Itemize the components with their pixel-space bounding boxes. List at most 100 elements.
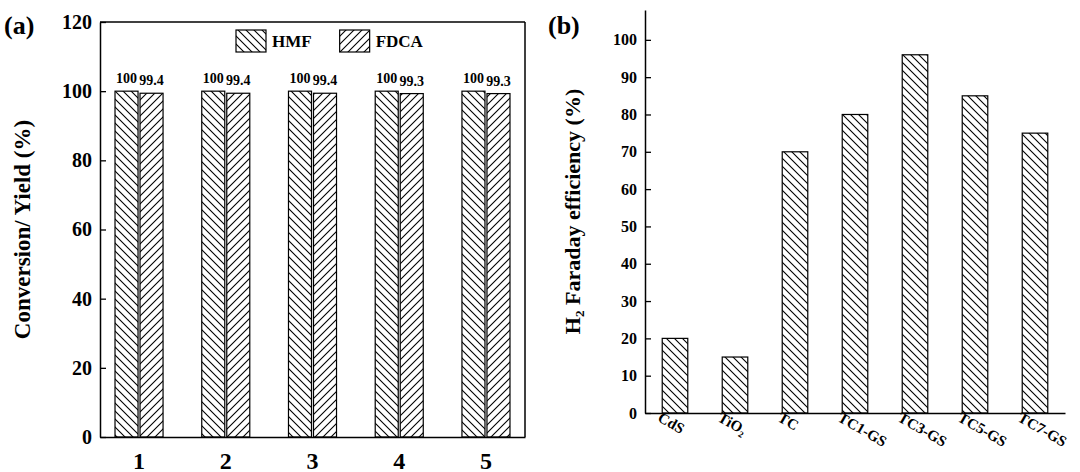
- data-label: 100: [376, 71, 397, 86]
- panel-label: (b): [548, 11, 580, 40]
- tick-mark: [100, 160, 106, 161]
- tick-mark: [100, 91, 106, 92]
- tick-label: 60: [621, 181, 637, 198]
- frame: [100, 21, 525, 23]
- tick: TC: [775, 409, 801, 433]
- axis-line: [646, 413, 1066, 415]
- legend-label: FDCA: [376, 32, 424, 51]
- bar: [782, 152, 808, 413]
- axis-title: H₂ Faraday efficiency (%): [560, 89, 585, 334]
- tick-label: TC3-GS: [895, 409, 949, 450]
- data-label: 100: [116, 71, 137, 86]
- bar: [1022, 133, 1048, 413]
- legend: HMF FDCA: [236, 30, 424, 52]
- tick: 60: [621, 181, 651, 198]
- tick-label: 10: [621, 367, 637, 384]
- tick-label: 80: [72, 149, 92, 171]
- tick-mark: [645, 152, 651, 153]
- tick-label: 20: [72, 357, 92, 379]
- bar: [662, 338, 688, 413]
- tick: 5: [480, 437, 492, 472]
- tick: 4: [393, 437, 405, 472]
- bar: [962, 96, 988, 413]
- tick-label: 70: [621, 143, 637, 160]
- data-label: 99.4: [313, 73, 338, 88]
- tick: TC7-GS: [1015, 409, 1069, 450]
- tick-mark: [645, 40, 651, 41]
- tick: 20: [621, 330, 651, 347]
- tick-label: TC: [775, 409, 801, 433]
- bar: [902, 55, 928, 413]
- tick-label: 20: [621, 330, 637, 347]
- tick-label: 3: [307, 448, 319, 472]
- tick: TC1-GS: [835, 409, 889, 450]
- tick: 40: [621, 255, 651, 272]
- bar: [842, 114, 868, 413]
- tick-mark: [645, 376, 651, 377]
- data-label: 100: [203, 71, 224, 86]
- tick-mark: [645, 77, 651, 78]
- chart-panel: 10010010010010099.499.499.499.399.302040…: [4, 11, 526, 472]
- tick: 60: [72, 218, 106, 240]
- axis-line: [101, 437, 526, 439]
- tick-label: 120: [62, 11, 92, 33]
- tick: TiO₂: [715, 409, 749, 438]
- tick: 80: [621, 106, 651, 123]
- tick: TC3-GS: [895, 409, 949, 450]
- tick-mark: [100, 229, 106, 230]
- tick-label: TC1-GS: [835, 409, 889, 450]
- tick-label: 50: [621, 218, 637, 235]
- bars: [662, 55, 1048, 413]
- bar: [140, 93, 163, 437]
- tick: 10: [621, 367, 651, 384]
- frame: [524, 22, 526, 437]
- panel-label: (a): [4, 11, 34, 40]
- legend-swatch: [340, 30, 370, 52]
- bar: [375, 91, 398, 437]
- tick-mark: [645, 189, 651, 190]
- tick-label: 100: [62, 80, 92, 102]
- tick-label: 0: [629, 405, 637, 422]
- bar: [115, 91, 138, 437]
- tick-label: 0: [82, 426, 92, 448]
- bars: [115, 91, 510, 437]
- tick: 90: [621, 69, 651, 86]
- tick: 20: [72, 357, 106, 379]
- y-axis: 0102030405060708090100: [613, 11, 651, 422]
- tick-label: TC5-GS: [955, 409, 1009, 450]
- data-label: 99.4: [226, 73, 251, 88]
- data-label: 99.3: [399, 74, 424, 89]
- tick: 40: [72, 288, 106, 310]
- tick: TC5-GS: [955, 409, 1009, 450]
- tick-label: 90: [621, 69, 637, 86]
- tick: CdS: [655, 409, 687, 437]
- tick: 100: [613, 31, 651, 48]
- data-label: 99.4: [139, 73, 164, 88]
- legend-label: HMF: [272, 32, 312, 51]
- axis-title: Conversion/ Yield (%): [10, 120, 35, 339]
- bar: [202, 91, 225, 437]
- data-label: 100: [289, 71, 310, 86]
- tick-label: 4: [393, 448, 405, 472]
- tick-label: 1: [133, 448, 145, 472]
- tick-label: 80: [621, 106, 637, 123]
- tick: 70: [621, 143, 651, 160]
- axis-line: [645, 11, 647, 414]
- x-axis: 12345: [101, 437, 526, 472]
- tick-label: 5: [480, 448, 492, 472]
- tick-mark: [645, 301, 651, 302]
- tick-label: TC7-GS: [1015, 409, 1069, 450]
- tick-mark: [100, 22, 106, 23]
- data-label: 100: [463, 71, 484, 86]
- bar: [722, 357, 748, 413]
- tick-label: 100: [613, 31, 637, 48]
- tick: 80: [72, 149, 106, 171]
- tick: 100: [62, 80, 106, 102]
- tick-mark: [645, 264, 651, 265]
- bar: [314, 93, 337, 437]
- x-axis: CdS TiO₂ TC TC1-GSTC3-GSTC5-GSTC7-GS: [646, 409, 1070, 450]
- tick-label: TiO₂: [715, 409, 749, 438]
- tick-mark: [100, 368, 106, 369]
- tick-label: CdS: [655, 409, 687, 437]
- bar: [462, 91, 485, 437]
